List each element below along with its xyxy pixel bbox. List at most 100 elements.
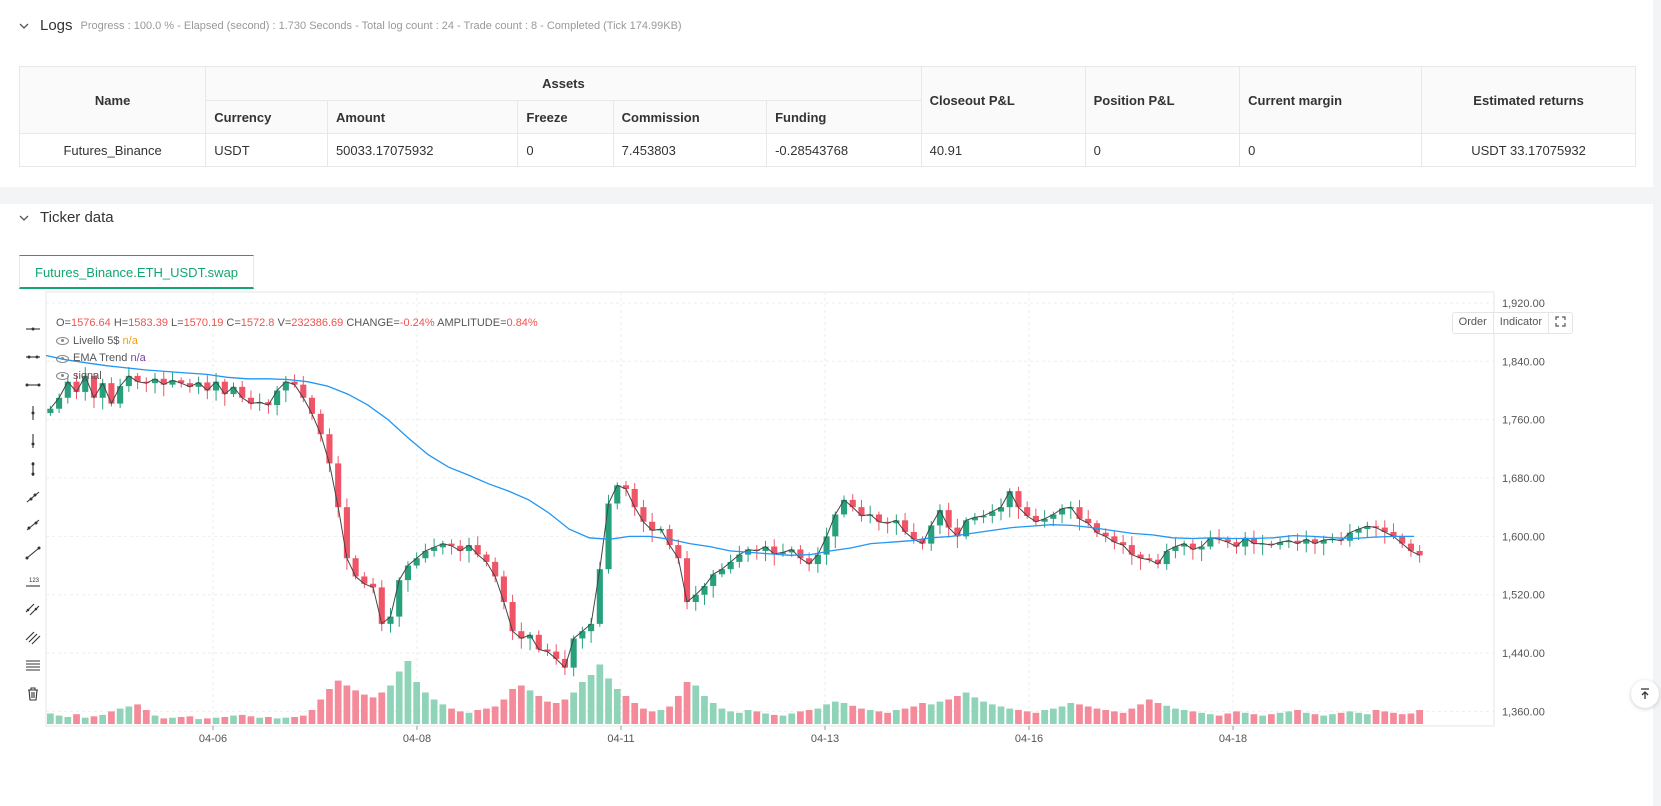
volume-bar — [762, 713, 769, 724]
chart-buttons: Order Indicator — [1451, 312, 1573, 334]
x-tick-label: 04-08 — [403, 733, 431, 745]
vertical-ray-icon[interactable] — [22, 399, 44, 427]
horizontal-ray-icon[interactable] — [22, 315, 44, 343]
row-margin: 0 — [1239, 133, 1423, 167]
volume-bar — [1355, 712, 1362, 724]
candle-body — [186, 383, 193, 387]
candle-body — [1024, 507, 1031, 516]
eye-icon[interactable] — [56, 354, 69, 363]
row-freeze: 0 — [517, 133, 614, 167]
volume-bar — [1198, 712, 1205, 724]
candle-body — [1146, 558, 1153, 560]
volume-bar — [1320, 715, 1328, 724]
eye-icon[interactable] — [56, 337, 69, 346]
candle-body — [422, 550, 429, 559]
volume-bar — [1390, 712, 1397, 724]
volume-bar — [343, 685, 351, 724]
candle-body — [465, 545, 473, 551]
trend-ray-icon[interactable] — [22, 483, 44, 511]
volume-bar — [108, 711, 115, 724]
candle-body — [1364, 526, 1371, 530]
row-position: 0 — [1084, 133, 1241, 167]
chevron-down-icon[interactable] — [18, 20, 30, 32]
volume-bar — [334, 680, 342, 724]
volume-bar — [674, 696, 682, 724]
logs-header[interactable]: Logs Progress : 100.0 % - Elapsed (secon… — [18, 17, 682, 34]
candle-body — [840, 499, 848, 515]
candle-body — [727, 561, 734, 570]
ticker-header[interactable]: Ticker data — [18, 209, 114, 226]
candle-body — [1163, 550, 1170, 565]
trend-line-icon[interactable] — [22, 539, 44, 567]
volume-bar — [875, 711, 883, 724]
candle-body — [361, 576, 368, 584]
candle-body — [945, 510, 952, 528]
volume-bar — [1285, 711, 1293, 724]
candle-body — [1085, 518, 1092, 524]
volume-bar — [1041, 710, 1048, 724]
price-label-icon[interactable]: 123 — [22, 567, 44, 595]
candle-body — [692, 594, 699, 602]
candle-body — [1346, 532, 1353, 541]
candlestick-chart[interactable]: 1,920.00 1,840.00 1,760.00 1,680.00 1,600.00… — [0, 204, 1653, 806]
trend-segment-icon[interactable] — [22, 511, 44, 539]
candle-body — [378, 587, 385, 624]
candle-body — [553, 651, 560, 659]
candle-body — [195, 382, 202, 387]
delete-icon[interactable] — [22, 679, 44, 707]
eye-icon[interactable] — [56, 372, 69, 381]
h-label: H= — [113, 317, 129, 329]
volume-bar — [1241, 712, 1249, 724]
fib-levels-icon[interactable] — [22, 651, 44, 679]
candle-body — [282, 381, 289, 391]
horizontal-line-icon[interactable] — [22, 343, 44, 371]
order-button[interactable]: Order — [1453, 313, 1494, 333]
indicator-livello[interactable]: Livello 5$ n/a — [56, 333, 538, 351]
candle-body — [1120, 542, 1127, 546]
volume-bar — [404, 661, 412, 724]
volume-bar — [1111, 711, 1118, 724]
candle-body — [718, 569, 725, 575]
volume-bar — [1416, 710, 1423, 724]
back-to-top-icon[interactable] — [1631, 680, 1659, 708]
candle-body — [335, 463, 342, 508]
candle-body — [683, 558, 691, 602]
candle-body — [1015, 491, 1022, 508]
indicator-signal[interactable]: signal — [56, 368, 538, 386]
volume-bar — [544, 701, 551, 724]
volume-bar — [47, 713, 54, 724]
tab-eth-usdt-swap[interactable]: Futures_Binance.ETH_USDT.swap — [19, 255, 255, 289]
parallel-channel-icon[interactable] — [22, 595, 44, 623]
fib-channel-icon[interactable] — [22, 623, 44, 651]
candle-body — [1355, 529, 1362, 533]
candle-body — [806, 558, 813, 565]
vertical-segment-icon[interactable] — [22, 427, 44, 455]
fullscreen-icon[interactable] — [1549, 313, 1572, 333]
chevron-down-icon[interactable] — [18, 212, 30, 224]
candle-body — [622, 485, 630, 489]
row-returns: USDT 33.17075932 — [1421, 133, 1636, 167]
returns-header: Estimated returns — [1421, 66, 1636, 134]
candle-body — [605, 503, 612, 570]
volume-bar — [439, 704, 447, 724]
volume-bar — [317, 699, 325, 724]
horizontal-segment-icon[interactable] — [22, 371, 44, 399]
row-amount: 50033.17075932 — [326, 133, 519, 167]
volume-bar — [1224, 713, 1232, 724]
candle-body — [326, 434, 333, 464]
ticker-tabs: Futures_Binance.ETH_USDT.swap — [19, 255, 255, 289]
indicator-ema-trend[interactable]: EMA Trend n/a — [56, 350, 538, 368]
volume-bar — [1172, 708, 1179, 724]
volume-bar — [1250, 714, 1258, 724]
volume-bar — [1276, 712, 1284, 724]
volume-bar — [936, 701, 944, 724]
vertical-line-icon[interactable] — [22, 455, 44, 483]
logs-title: Logs — [40, 17, 73, 34]
candle-body — [928, 525, 935, 544]
candle-body — [99, 383, 106, 398]
candle-body — [300, 384, 307, 398]
candle-body — [387, 616, 394, 624]
indicator-button[interactable]: Indicator — [1494, 313, 1549, 333]
amplitude-label: AMPLITUDE= — [437, 317, 507, 329]
drawing-toolbar: 123 — [22, 315, 44, 707]
